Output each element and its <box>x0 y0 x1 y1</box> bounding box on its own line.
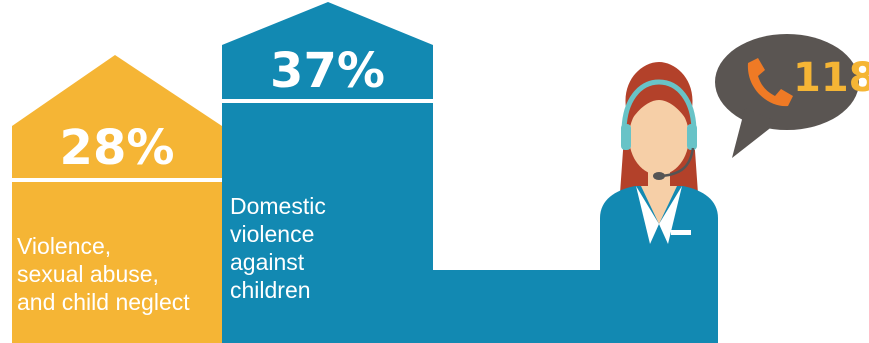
stat-percent-28: 28% <box>59 120 175 176</box>
stat-label-28-line-3: and child neglect <box>17 289 190 315</box>
face-icon <box>629 99 689 175</box>
collar-right-icon <box>659 186 682 244</box>
headset-earpiece-right-icon <box>687 124 697 150</box>
stat-label-37-line-1: Domestic <box>230 193 326 219</box>
teal-block-divider <box>222 99 433 103</box>
uniform-icon <box>600 186 718 343</box>
stat-label-37-line-2: violence <box>230 221 315 247</box>
name-badge-icon <box>671 230 691 235</box>
headset-mic-arm-icon <box>661 147 695 178</box>
stat-label-28-line-2: sexual abuse, <box>17 261 159 287</box>
neck-icon <box>641 186 677 224</box>
stat-label-37-line-3: against <box>230 249 305 275</box>
fringe-icon <box>629 86 689 124</box>
phone-icon <box>747 58 793 107</box>
stat-percent-37: 37% <box>270 43 385 99</box>
stat-label-28: Violence, sexual abuse, and child neglec… <box>17 232 190 316</box>
stat-block-28 <box>12 55 222 343</box>
orange-block-shape <box>12 55 222 343</box>
bubble-tail <box>732 108 778 158</box>
stat-block-37 <box>222 2 433 343</box>
collar-left-icon <box>636 186 659 244</box>
bubble-body <box>715 34 859 130</box>
helpline-number: 118 <box>793 55 869 101</box>
teal-block-shape <box>222 2 433 343</box>
stat-label-37-line-4: children <box>230 277 311 303</box>
connector-bar <box>433 270 608 343</box>
stat-label-28-line-1: Violence, <box>17 233 112 259</box>
headset-earpiece-left-icon <box>621 124 631 150</box>
call-agent-illustration <box>600 62 718 343</box>
stat-label-37: Domestic violence against children <box>230 192 326 304</box>
orange-block-divider <box>12 178 222 182</box>
headset-band-icon <box>621 79 697 133</box>
headset-mic-icon <box>653 172 665 180</box>
speech-bubble <box>715 34 859 158</box>
